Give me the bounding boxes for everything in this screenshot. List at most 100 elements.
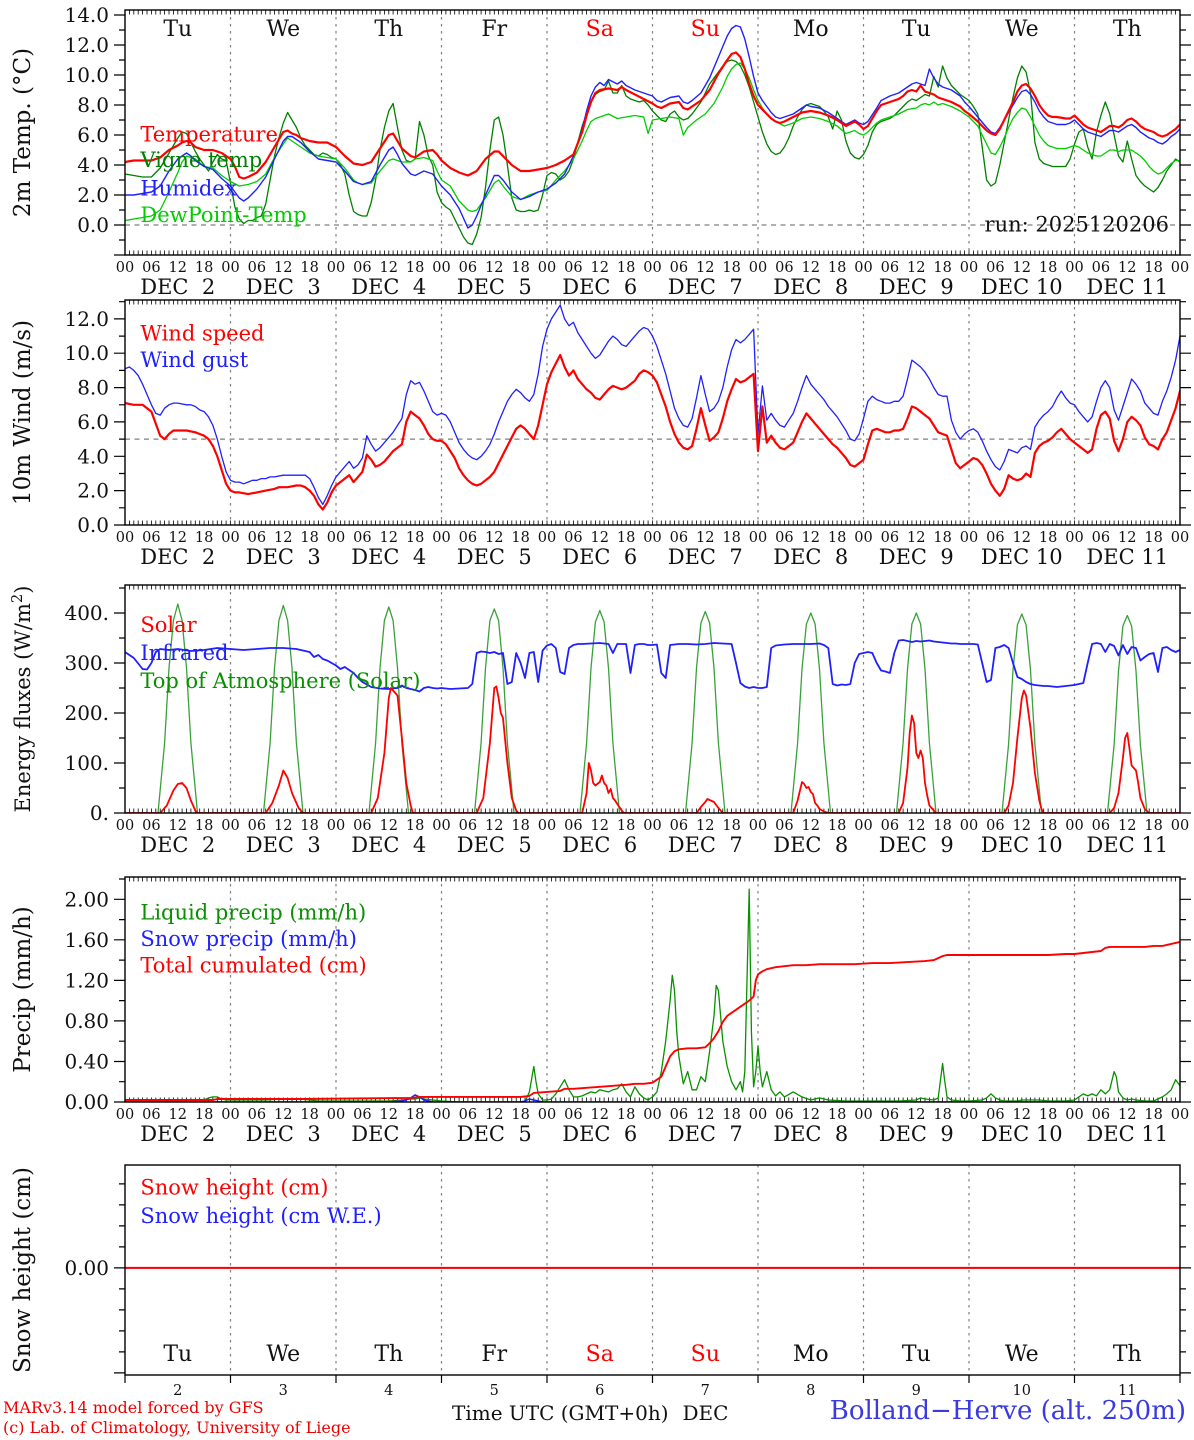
- model-credit-line2: (c) Lab. of Climatology, University of L…: [3, 1418, 351, 1438]
- panel-wind: 12.0 10.0 8.0 6.0 4.0 2.0 0.0 10m Wind (m/s) Win…: [10, 299, 1191, 569]
- series-dewpoint-temp: [125, 62, 1180, 222]
- infrared-legend: Infrared: [140, 641, 228, 665]
- y-axis-ticks: [114, 1183, 1191, 1374]
- panel-energy-fluxes: 400. 300. 200. 100. 0. Energy fluxes (W/m2) So…: [9, 584, 1191, 857]
- hour-label: 18: [300, 818, 318, 834]
- panel-frame: [124, 9, 1181, 256]
- day-label-th-2: Th: [374, 17, 403, 42]
- hour-label: 06: [142, 1107, 160, 1123]
- hour-label: 12: [169, 1107, 187, 1123]
- hour-label: 06: [353, 818, 371, 834]
- hour-label: 12: [1118, 1107, 1136, 1123]
- hour-label: 06: [881, 1107, 899, 1123]
- wind-speed-legend: Wind speed: [140, 321, 264, 345]
- hour-label: 00: [327, 818, 345, 834]
- time-axis-caption: Time UTC (GMT+0h) DEC: [452, 1401, 728, 1425]
- series-snow-precip: [125, 1094, 1180, 1102]
- hour-label: 12: [907, 818, 925, 834]
- hour-label: 18: [617, 530, 635, 546]
- vigne-temp-legend: Vigne temp: [139, 148, 262, 172]
- date-label: DEC 9: [879, 545, 954, 569]
- hour-label: 18: [722, 260, 740, 276]
- hour-label: 00: [538, 1107, 556, 1123]
- ytick-label: 2.0: [77, 479, 109, 503]
- hour-label: 18: [406, 260, 424, 276]
- hour-label: 06: [142, 530, 160, 546]
- hour-label: 18: [828, 818, 846, 834]
- hour-label: 00: [854, 530, 872, 546]
- hour-label: 06: [670, 818, 688, 834]
- hour-label: 06: [459, 260, 477, 276]
- date-number-label: 10: [1013, 1383, 1031, 1399]
- day-label-fr-3: Fr: [481, 1342, 507, 1367]
- hour-label: 00: [643, 530, 661, 546]
- day-gridlines: [229, 1165, 1076, 1375]
- hour-label: 00: [1171, 530, 1189, 546]
- hour-label: 12: [485, 530, 503, 546]
- y-axis-title: Energy fluxes (W/m2): [9, 586, 35, 813]
- hour-label: 18: [617, 260, 635, 276]
- hour-label: 06: [881, 260, 899, 276]
- ytick-label: 6.0: [77, 123, 109, 147]
- snow-height-cm-legend: Snow height (cm): [140, 1175, 328, 1199]
- hour-label: 06: [248, 530, 266, 546]
- hour-label: 12: [274, 1107, 292, 1123]
- hour-label: 12: [485, 1107, 503, 1123]
- hour-label: 00: [432, 260, 450, 276]
- hour-label: 06: [564, 1107, 582, 1123]
- ytick-label: 2.00: [64, 887, 109, 911]
- hour-label: 18: [933, 1107, 951, 1123]
- date-label: DEC 7: [668, 275, 743, 299]
- panel-frame: [124, 876, 1181, 1103]
- series-temperature: [125, 51, 1180, 180]
- hour-label: 06: [1092, 530, 1110, 546]
- hour-label: 12: [169, 260, 187, 276]
- hour-label: 00: [116, 530, 134, 546]
- date-number-label: 4: [384, 1383, 393, 1399]
- hour-label: 06: [1092, 260, 1110, 276]
- hour-label: 12: [485, 260, 503, 276]
- date-label: DEC 8: [773, 833, 848, 857]
- ytick-label: 4.0: [77, 444, 109, 468]
- date-number-label: 9: [912, 1383, 921, 1399]
- ytick-label: 6.0: [77, 410, 109, 434]
- hour-label: 06: [986, 1107, 1004, 1123]
- hour-label: 12: [802, 818, 820, 834]
- hour-label: 06: [142, 260, 160, 276]
- hour-label: 12: [696, 1107, 714, 1123]
- hour-label: 00: [854, 1107, 872, 1123]
- day-label-tu-7: Tu: [902, 1342, 931, 1367]
- ytick-label: 0.0: [77, 513, 109, 537]
- hour-label: 06: [670, 1107, 688, 1123]
- hour-label: 06: [564, 530, 582, 546]
- date-label: DEC 3: [246, 275, 321, 299]
- date-label: DEC 2: [140, 833, 215, 857]
- hour-label: 00: [327, 1107, 345, 1123]
- hour-label: 12: [485, 818, 503, 834]
- ytick-label: 300.: [64, 651, 109, 675]
- hour-label: 12: [380, 260, 398, 276]
- hour-label: 06: [459, 530, 477, 546]
- dewpoint-temp-legend: DewPoint-Temp: [140, 203, 306, 227]
- hour-label: 06: [1092, 818, 1110, 834]
- hour-label: 18: [300, 1107, 318, 1123]
- y-axis-ticks: [114, 301, 1191, 526]
- hour-label: 00: [432, 1107, 450, 1123]
- hour-label: 18: [300, 530, 318, 546]
- panel-snow-height: 0.00 Snow height (cm) Snow height (cm) Snow…: [10, 1164, 1191, 1399]
- date-number-label: 6: [595, 1383, 604, 1399]
- hour-label: 06: [459, 1107, 477, 1123]
- day-label-th-9: Th: [1113, 17, 1142, 42]
- hour-label: 06: [564, 818, 582, 834]
- hour-label: 12: [274, 818, 292, 834]
- day-boundary-ticks: [124, 1375, 1181, 1383]
- hour-label: 00: [749, 260, 767, 276]
- hour-label: 00: [1065, 1107, 1083, 1123]
- hour-label: 00: [960, 530, 978, 546]
- hour-label: 00: [749, 1107, 767, 1123]
- hour-label: 18: [722, 530, 740, 546]
- top-of-atmosphere-solar-legend: Top of Atmosphere (Solar): [140, 669, 420, 693]
- ytick-label: 0.80: [64, 1009, 109, 1033]
- hour-label: 00: [538, 530, 556, 546]
- solar-legend: Solar: [140, 613, 197, 637]
